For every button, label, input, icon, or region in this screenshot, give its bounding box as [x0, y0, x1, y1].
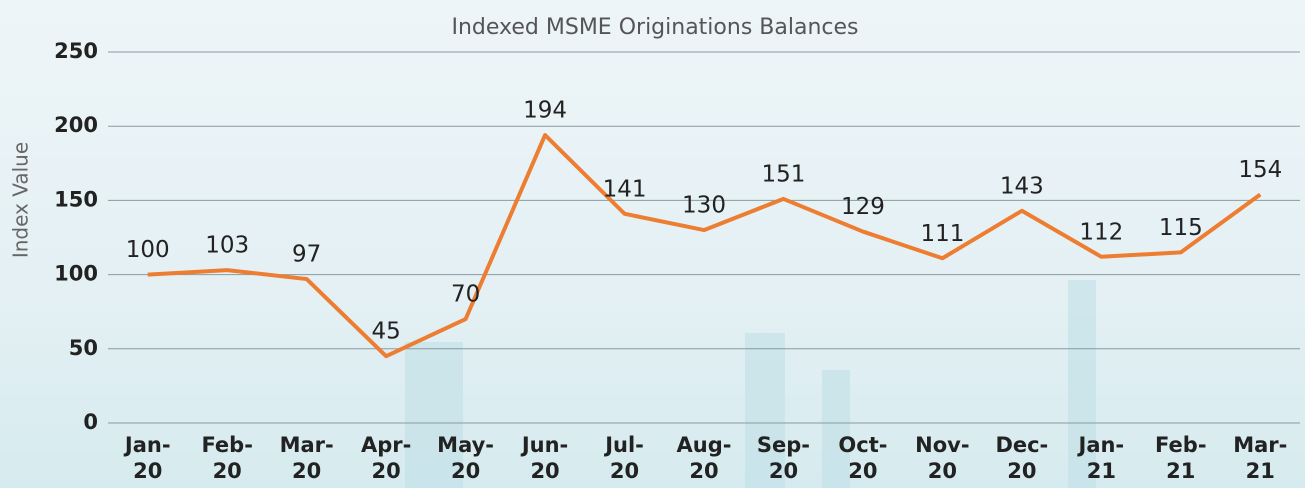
x-tick-label: Mar-20: [279, 433, 334, 483]
data-label: 100: [126, 237, 170, 263]
x-tick-label: May-20: [437, 433, 494, 483]
y-tick-label: 50: [69, 336, 98, 360]
x-tick-label: Oct-20: [838, 433, 888, 483]
data-label: 97: [292, 242, 321, 268]
data-label: 143: [1000, 173, 1044, 199]
x-tick-label: Sep-20: [756, 433, 811, 483]
x-tick-label: Feb-20: [201, 433, 253, 483]
x-tick-label: Jun-20: [521, 433, 569, 483]
data-label: 111: [920, 221, 964, 247]
data-label: 115: [1159, 215, 1203, 241]
y-tick-label: 200: [54, 113, 98, 137]
y-tick-label: 150: [54, 187, 98, 211]
bg-shape: [745, 333, 785, 488]
data-label: 130: [682, 193, 726, 219]
x-tick-label: Dec-20: [995, 433, 1049, 483]
x-tick-label: Aug-20: [676, 433, 732, 483]
x-tick-label: Jan-20: [124, 433, 171, 483]
y-tick-label: 250: [54, 39, 98, 63]
x-tick-label: Jul-20: [605, 433, 644, 483]
bg-shape: [405, 342, 463, 488]
data-label: 112: [1079, 219, 1123, 245]
data-label: 194: [523, 98, 567, 124]
data-label: 103: [205, 233, 249, 259]
x-tick-label: Apr-20: [360, 433, 412, 483]
y-tick-label: 0: [83, 410, 98, 434]
data-label: 129: [841, 194, 885, 220]
data-label: 151: [762, 161, 806, 187]
y-axis-label: Index Value: [9, 142, 33, 258]
x-tick-label: Feb-21: [1155, 433, 1207, 483]
data-label: 154: [1238, 157, 1282, 183]
chart-title: Indexed MSME Originations Balances: [452, 15, 859, 40]
x-tick-label: Mar-21: [1233, 433, 1288, 483]
bg-shape: [822, 370, 850, 488]
bg-shape: [1068, 280, 1096, 488]
line: [147, 133, 1262, 359]
y-tick-label: 100: [54, 262, 98, 286]
x-tick-label: Nov-20: [915, 433, 970, 483]
x-tick-label: Jan-21: [1078, 433, 1125, 483]
data-label: 141: [603, 176, 647, 202]
data-label: 45: [371, 319, 400, 345]
data-label: 70: [451, 282, 480, 308]
